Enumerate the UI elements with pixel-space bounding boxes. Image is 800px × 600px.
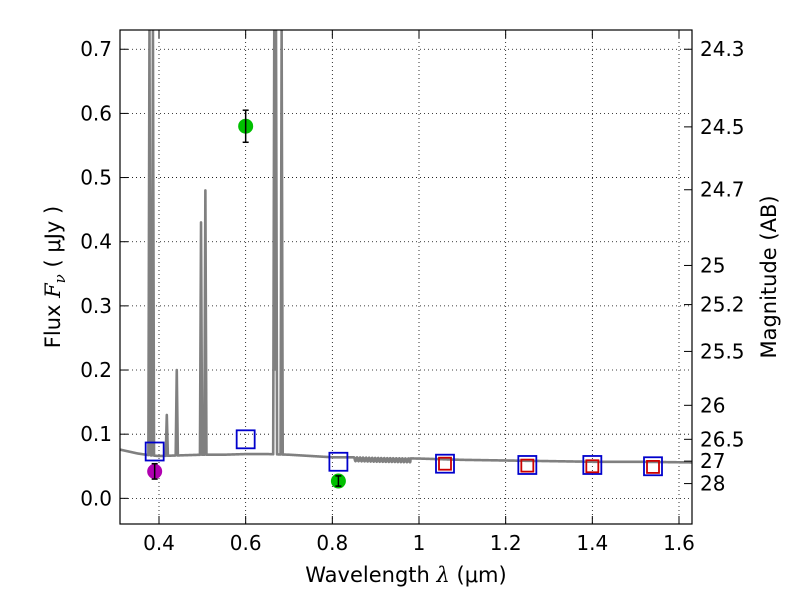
observed-band-square [585,459,600,474]
x-tick-label: 1.4 [576,531,608,555]
x-tick-label: 0.8 [316,531,348,555]
x-tick-label: 0.6 [230,531,262,555]
y-axis-title-units: ( μJy ) [41,206,65,274]
y-axis-title-symbol: F [41,282,65,299]
spectrum-line [120,30,692,464]
y2-tick-label: 25.5 [700,339,745,363]
y-tick-label: 0.0 [80,486,112,510]
x-tick-label: 1 [413,531,426,555]
model-band-square [144,441,165,462]
observed-band-square [438,456,452,471]
y-tick-label: 0.1 [80,422,112,446]
y2-tick-label: 26.5 [700,427,745,451]
model-band-square [235,429,256,450]
observed-band-square [520,458,535,473]
plot-content [120,30,692,489]
observed-band-square [646,460,660,474]
model-band-square [582,455,603,475]
model-band-square [328,451,349,472]
y-tick-label: 0.2 [80,358,112,382]
axis-labels: 0.4 0.6 0.8 1 1.2 1.4 1.6 0.0 0.1 0.2 0.3 0.4 0.5 0.6… [41,37,781,587]
y-tick-label: 0.4 [80,230,112,254]
axes [119,29,693,525]
x-tick-label: 0.4 [143,531,175,555]
y2-tick-label: 28 [700,472,725,496]
model-band-square [435,453,455,474]
y2-axis-title: Magnitude (AB) [757,195,781,358]
y-tick-label: 0.5 [80,166,112,190]
plot-area [120,30,692,489]
model-band-square [643,456,663,477]
y-axis-title-subscript: ν [51,274,69,283]
y2-tick-label: 25.2 [700,293,745,317]
x-tick-label: 1.6 [663,531,695,555]
x-axis-title-prefix: Wavelength [305,563,436,587]
model-band-square [517,455,538,475]
axes-frame [119,29,693,525]
y2-tick-label: 24.3 [700,37,745,61]
grid [120,30,692,524]
x-axis-title-units: (μm) [450,563,507,587]
y2-tick-label: 27 [700,449,725,473]
y-tick-label: 0.7 [80,37,112,61]
y2-tick-label: 25 [700,253,725,277]
y-tick-label: 0.6 [80,101,112,125]
y-axis-title: Flux Fν ( μJy ) [41,206,69,348]
x-tick-label: 1.2 [490,531,522,555]
y2-tick-label: 26 [700,393,725,417]
y2-tick-label: 24.5 [700,115,745,139]
x-axis-title: Wavelength λ (μm) [305,563,506,587]
y-tick-label: 0.3 [80,294,112,318]
y-axis-title-prefix: Flux [41,298,65,348]
x-axis-title-symbol: λ [436,563,450,587]
y2-tick-label: 24.7 [700,178,745,202]
